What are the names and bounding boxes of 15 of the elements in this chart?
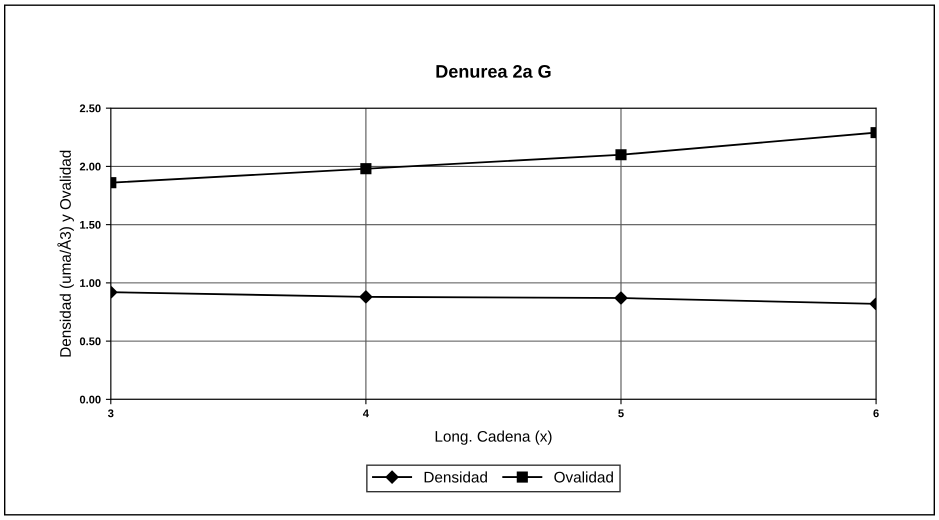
y-tick-label: 0.00 <box>80 396 101 404</box>
y-tick-label: 2.50 <box>80 104 101 112</box>
x-axis-title: Long. Cadena (x) <box>436 430 552 445</box>
chart-title: Denurea 2a G <box>436 64 551 78</box>
y-tick-label: 1.00 <box>80 279 101 288</box>
y-tick-label: 1.50 <box>80 220 101 229</box>
y-axis-title: Densidad (uma/Å3) y Ovalidad <box>57 150 74 357</box>
x-tick-label: 6 <box>873 409 879 418</box>
y-tick-label: 0.50 <box>80 337 101 346</box>
x-tick-label: 3 <box>108 409 114 418</box>
x-tick-label: 5 <box>618 409 624 418</box>
y-tick-label: 2.00 <box>80 162 101 171</box>
x-tick-label: 4 <box>362 409 369 418</box>
legend-label: Densidad <box>424 471 487 483</box>
legend-label: Ovalidad <box>554 471 613 483</box>
